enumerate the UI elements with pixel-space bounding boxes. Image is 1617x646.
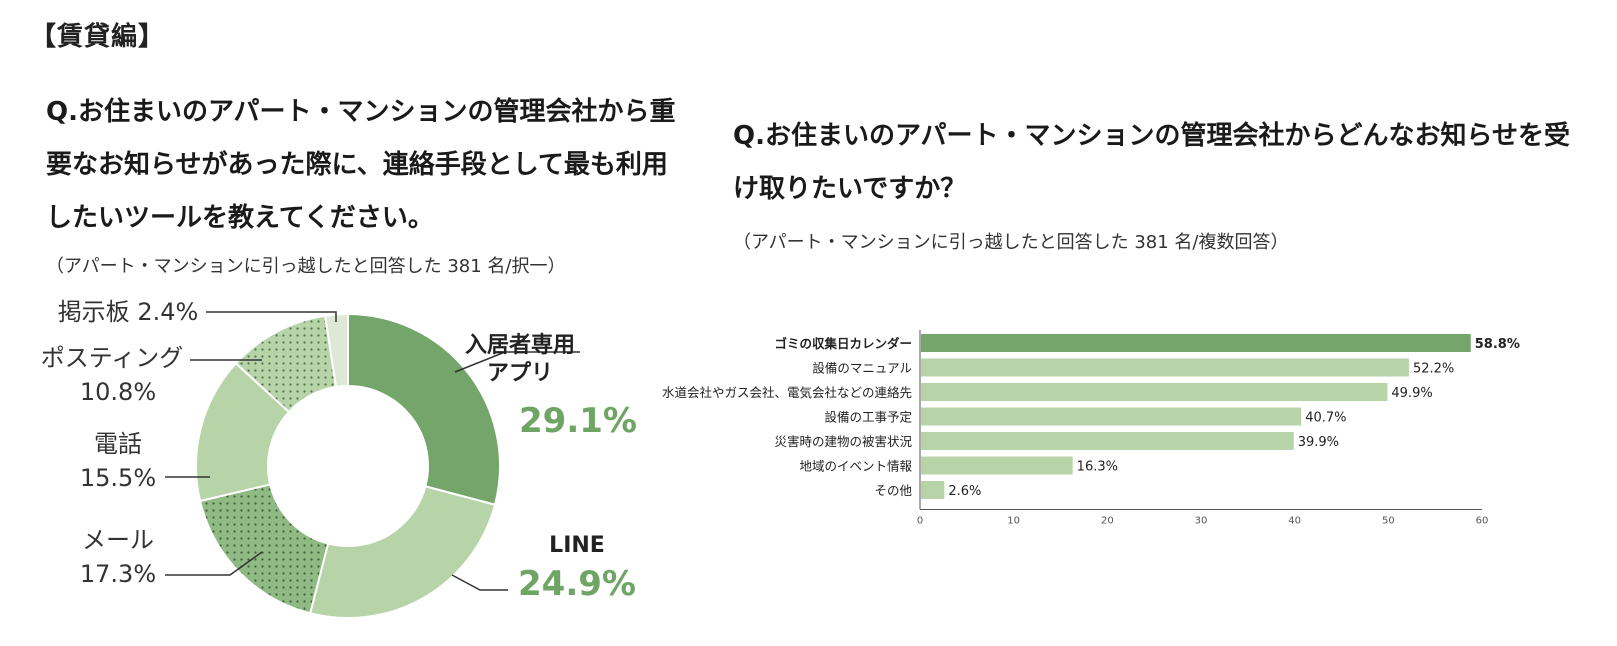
bar-value-label: 2.6% (948, 484, 981, 499)
right-question: Q.お住まいのアパート・マンションの管理会社からどんなお知らせを受け取りたいです… (733, 121, 1570, 204)
slice-label: LINE (549, 533, 605, 558)
slice-label: メール (82, 526, 154, 554)
slice-label: 入居者専用 (465, 333, 575, 358)
bar-value-label: 52.2% (1413, 362, 1454, 377)
category-label: 設備の工事予定 (824, 410, 912, 425)
category-label: 災害時の建物の被害状況 (774, 434, 912, 449)
right-note: （アパート・マンションに引っ越したと回答した 381 名/複数回答） (733, 232, 1289, 253)
bar (921, 358, 1409, 377)
category-label: その他 (874, 483, 912, 498)
category-label: 地域のイベント情報 (799, 459, 912, 474)
bar (921, 407, 1302, 426)
bar-value-label: 58.8% (1475, 337, 1520, 352)
x-tick-label: 60 (1476, 516, 1489, 527)
x-tick-label: 20 (1101, 516, 1114, 527)
bar (921, 481, 945, 499)
bar-chart: 0 10 20 30 40 50 60 ゴミの収集日カレンダー 58.8% 設備のマニュアル 52.… (662, 330, 1520, 527)
leader-line (454, 351, 580, 373)
x-tick-label: 50 (1382, 516, 1395, 527)
slice-value: 17.3% (80, 560, 156, 588)
category-label: 設備のマニュアル (812, 361, 912, 376)
left-question: Q.お住まいのアパート・マンションの管理会社から重要なお知らせがあった際に、連絡… (46, 97, 676, 233)
left-note: （アパート・マンションに引っ越したと回答した 381 名/択一） (46, 256, 566, 277)
slice-label: アプリ (487, 361, 553, 386)
bar-value-label: 49.9% (1391, 386, 1432, 401)
bar-value-label: 39.9% (1298, 435, 1339, 450)
donut-slice (308, 485, 497, 619)
category-label: ゴミの収集日カレンダー (774, 336, 912, 351)
slice-value: 24.9% (518, 564, 636, 604)
bar (921, 456, 1073, 475)
leader-line (165, 551, 263, 576)
slice-label: 掲示板 2.4% (58, 298, 199, 326)
x-tick-label: 10 (1007, 516, 1020, 527)
donut-slice (324, 312, 349, 389)
section-title: 【賃貸編】 (30, 22, 166, 52)
bar (921, 334, 1471, 352)
slice-value: 10.8% (80, 378, 156, 406)
x-tick-label: 30 (1195, 516, 1208, 527)
slice-value: 15.5% (80, 464, 156, 492)
slice-value: 29.1% (519, 401, 637, 441)
bar-value-label: 16.3% (1077, 460, 1118, 475)
bar-value-label: 40.7% (1305, 411, 1346, 426)
donut-slice (347, 312, 501, 506)
category-label: 水道会社やガス会社、電気会社などの連絡先 (662, 385, 912, 400)
x-tick-label: 0 (917, 516, 923, 527)
bar (921, 432, 1294, 450)
x-tick-label: 40 (1288, 516, 1301, 527)
bar (921, 383, 1388, 401)
donut-slice (198, 483, 330, 615)
slice-label: ポスティング (41, 344, 184, 372)
leader-line (206, 311, 337, 322)
slice-label: 電話 (94, 430, 142, 458)
leader-line (451, 574, 508, 591)
